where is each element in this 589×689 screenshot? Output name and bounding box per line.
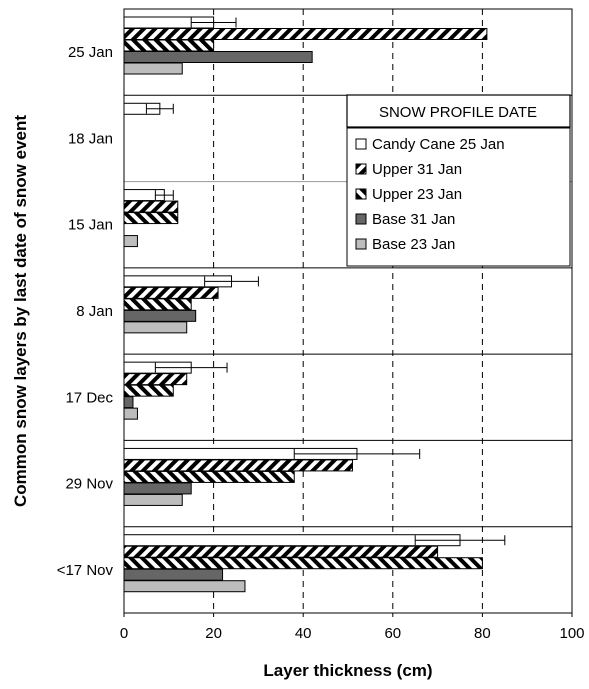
- bar: [123, 384, 174, 397]
- bar: [123, 212, 179, 225]
- legend-swatch: [355, 213, 367, 225]
- bar: [123, 200, 179, 213]
- legend-label: Upper 23 Jan: [372, 186, 462, 203]
- bar: [123, 407, 138, 420]
- y-axis-title: Common snow layers by last date of snow …: [11, 115, 30, 507]
- legend-label: Candy Cane 25 Jan: [372, 136, 505, 153]
- bars: [123, 16, 488, 593]
- y-category-label: 29 Nov: [65, 476, 113, 493]
- bar: [123, 396, 134, 409]
- bar: [123, 373, 188, 386]
- legend-swatch: [355, 188, 367, 200]
- legend-label: Base 31 Jan: [372, 211, 455, 228]
- legend-label: Upper 31 Jan: [372, 161, 462, 178]
- error-bars: [145, 17, 506, 546]
- bar: [123, 482, 192, 495]
- bar: [123, 580, 246, 593]
- plot-frame: [123, 8, 573, 614]
- x-tick-label: 20: [205, 625, 222, 642]
- x-tick-label: 40: [295, 625, 312, 642]
- x-tick-label: 0: [120, 625, 128, 642]
- bar: [123, 321, 188, 334]
- bar: [123, 28, 488, 40]
- bar: [123, 62, 183, 75]
- bar: [123, 459, 353, 472]
- bar: [123, 568, 224, 581]
- bar: [123, 557, 483, 570]
- bar: [123, 470, 295, 483]
- y-category-label: 8 Jan: [76, 303, 113, 320]
- legend-box: [346, 127, 571, 267]
- legend: SNOW PROFILE DATE Candy Cane 25 Jan Upper…: [346, 94, 571, 267]
- y-category-label: 15 Jan: [68, 217, 113, 234]
- legend-swatch: [355, 138, 367, 150]
- bar: [123, 545, 439, 558]
- y-category-label: 17 Dec: [65, 389, 113, 406]
- y-category-label: <17 Nov: [57, 562, 114, 579]
- bar: [123, 51, 313, 63]
- bar: [123, 493, 183, 506]
- bar: [123, 39, 215, 52]
- legend-swatch: [355, 163, 367, 175]
- legend-label: Base 23 Jan: [372, 236, 455, 253]
- x-tick-label: 60: [384, 625, 401, 642]
- legend-title: SNOW PROFILE DATE: [379, 104, 537, 121]
- x-axis-ticks: 0 20 40 60 80 100: [120, 613, 585, 642]
- bar: [123, 534, 461, 547]
- bar: [123, 235, 138, 248]
- y-axis-labels: 25 Jan 18 Jan 15 Jan 8 Jan 17 Dec 29 Nov <17 N…: [57, 44, 114, 579]
- x-tick-label: 80: [474, 625, 491, 642]
- legend-title-box: [346, 94, 571, 128]
- x-tick-label: 100: [559, 625, 584, 642]
- bar: [123, 309, 197, 322]
- bar: [123, 298, 192, 311]
- y-category-label: 18 Jan: [68, 130, 113, 147]
- bar: [123, 286, 219, 299]
- x-axis-title: Layer thickness (cm): [263, 661, 432, 680]
- y-category-label: 25 Jan: [68, 44, 113, 61]
- legend-swatch: [355, 238, 367, 250]
